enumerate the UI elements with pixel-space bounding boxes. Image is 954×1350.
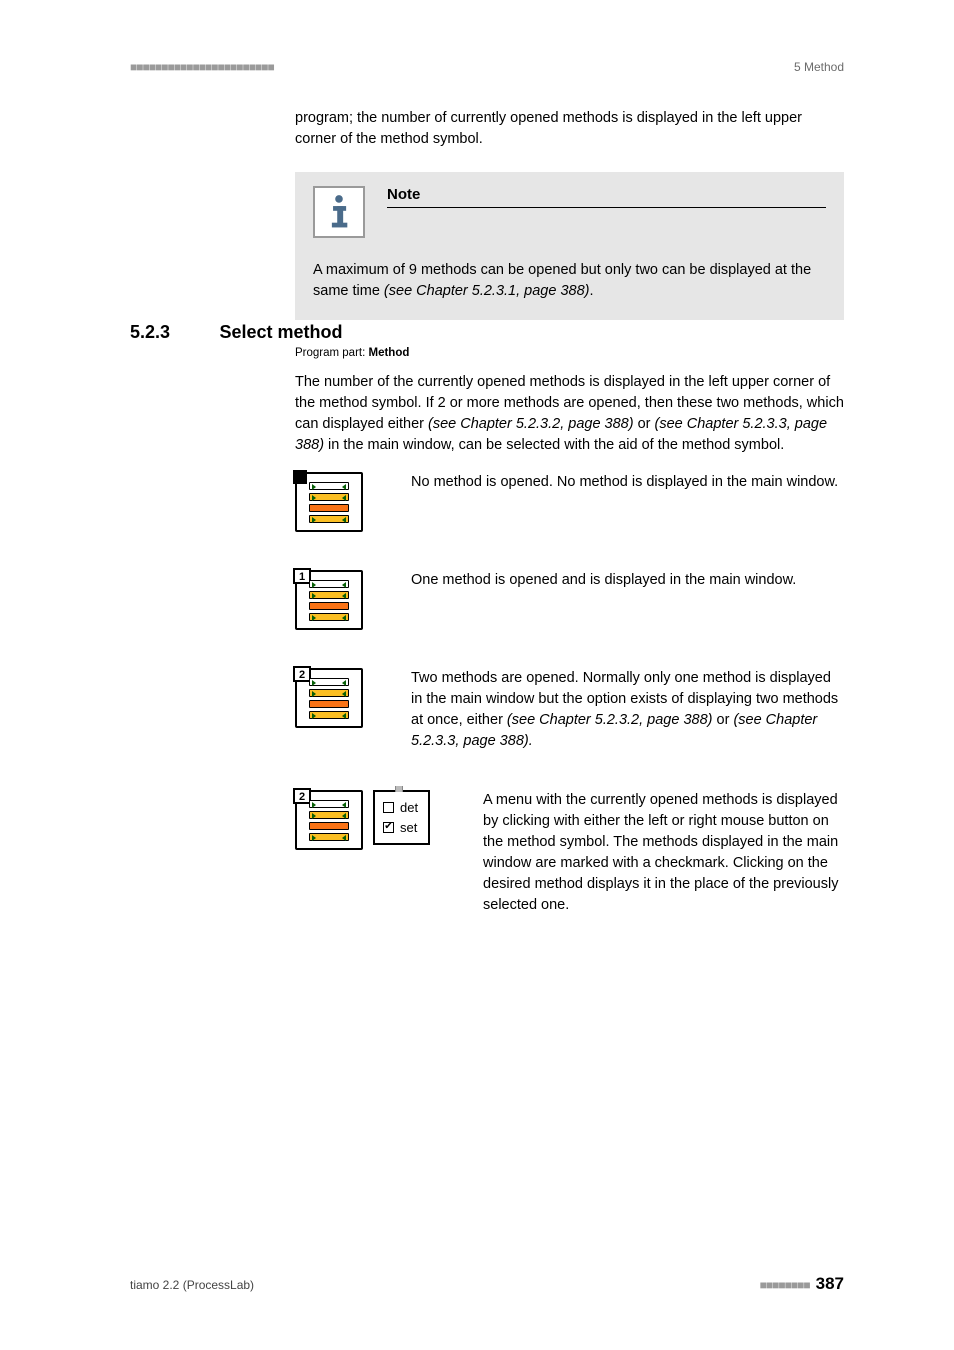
method-state-row: No method is opened. No method is displa… [295,472,844,532]
method-state-row: 1 One method is opened and is displayed … [295,570,844,630]
popup-option-label: set [400,818,417,838]
note-body-post: . [589,283,593,299]
popup-option-label: det [400,798,418,818]
item2-r1: (see Chapter 5.2.3.2, page 388) [507,712,713,728]
page-header: ■■■■■■■■■■■■■■■■■■■■■■■ 5 Method [130,60,844,74]
page-number: 387 [816,1274,844,1293]
method-state-row: 2 Two methods are opened. Normally only … [295,668,844,752]
header-chapter: 5 Method [794,60,844,74]
method-state-text: Two methods are opened. Normally only on… [385,668,844,752]
select-intro-t3: in the main window, can be selected with… [324,437,784,453]
section-number: 5.2.3 [130,322,215,343]
method-state-text: A menu with the currently opened methods… [465,790,844,916]
method-popup-menu[interactable]: det set [373,790,430,845]
method-state-text: No method is opened. No method is displa… [385,472,844,532]
select-intro: The number of the currently opened metho… [295,372,844,456]
page-footer: tiamo 2.2 (ProcessLab) ■■■■■■■■ 387 [130,1274,844,1294]
item2-post: . [529,733,533,749]
method-icon-two-menu[interactable]: 2 [295,790,363,850]
popup-option-set[interactable]: set [383,818,418,838]
info-icon [313,186,365,238]
method-icon-two[interactable]: 2 [295,668,363,728]
select-intro-t2: or [634,416,655,432]
footer-dashes: ■■■■■■■■ [760,1278,810,1292]
note-body: A maximum of 9 methods can be opened but… [313,260,826,302]
note-box: Note A maximum of 9 methods can be opene… [295,172,844,320]
footer-product: tiamo 2.2 (ProcessLab) [130,1278,254,1292]
header-dashes: ■■■■■■■■■■■■■■■■■■■■■■■ [130,60,274,74]
section-title: Select method [219,322,342,342]
program-part: Program part: Method [295,347,844,359]
popup-option-det[interactable]: det [383,798,418,818]
select-intro-r1: (see Chapter 5.2.3.2, page 388) [428,416,634,432]
checkbox-checked-icon [383,822,394,833]
program-part-value: Method [369,347,410,359]
method-icon-none[interactable] [295,472,363,532]
method-state-row: 2 det [295,790,844,916]
method-icon-one[interactable]: 1 [295,570,363,630]
method-state-text: One method is opened and is displayed in… [385,570,844,630]
intro-paragraph: program; the number of currently opened … [295,108,844,150]
section-heading: 5.2.3 Select method Program part: Method [130,322,844,359]
item2-mid: or [712,712,733,728]
note-body-ref: (see Chapter 5.2.3.1, page 388) [384,283,590,299]
program-part-label: Program part: [295,347,369,359]
checkbox-icon [383,802,394,813]
note-title: Note [387,186,826,208]
